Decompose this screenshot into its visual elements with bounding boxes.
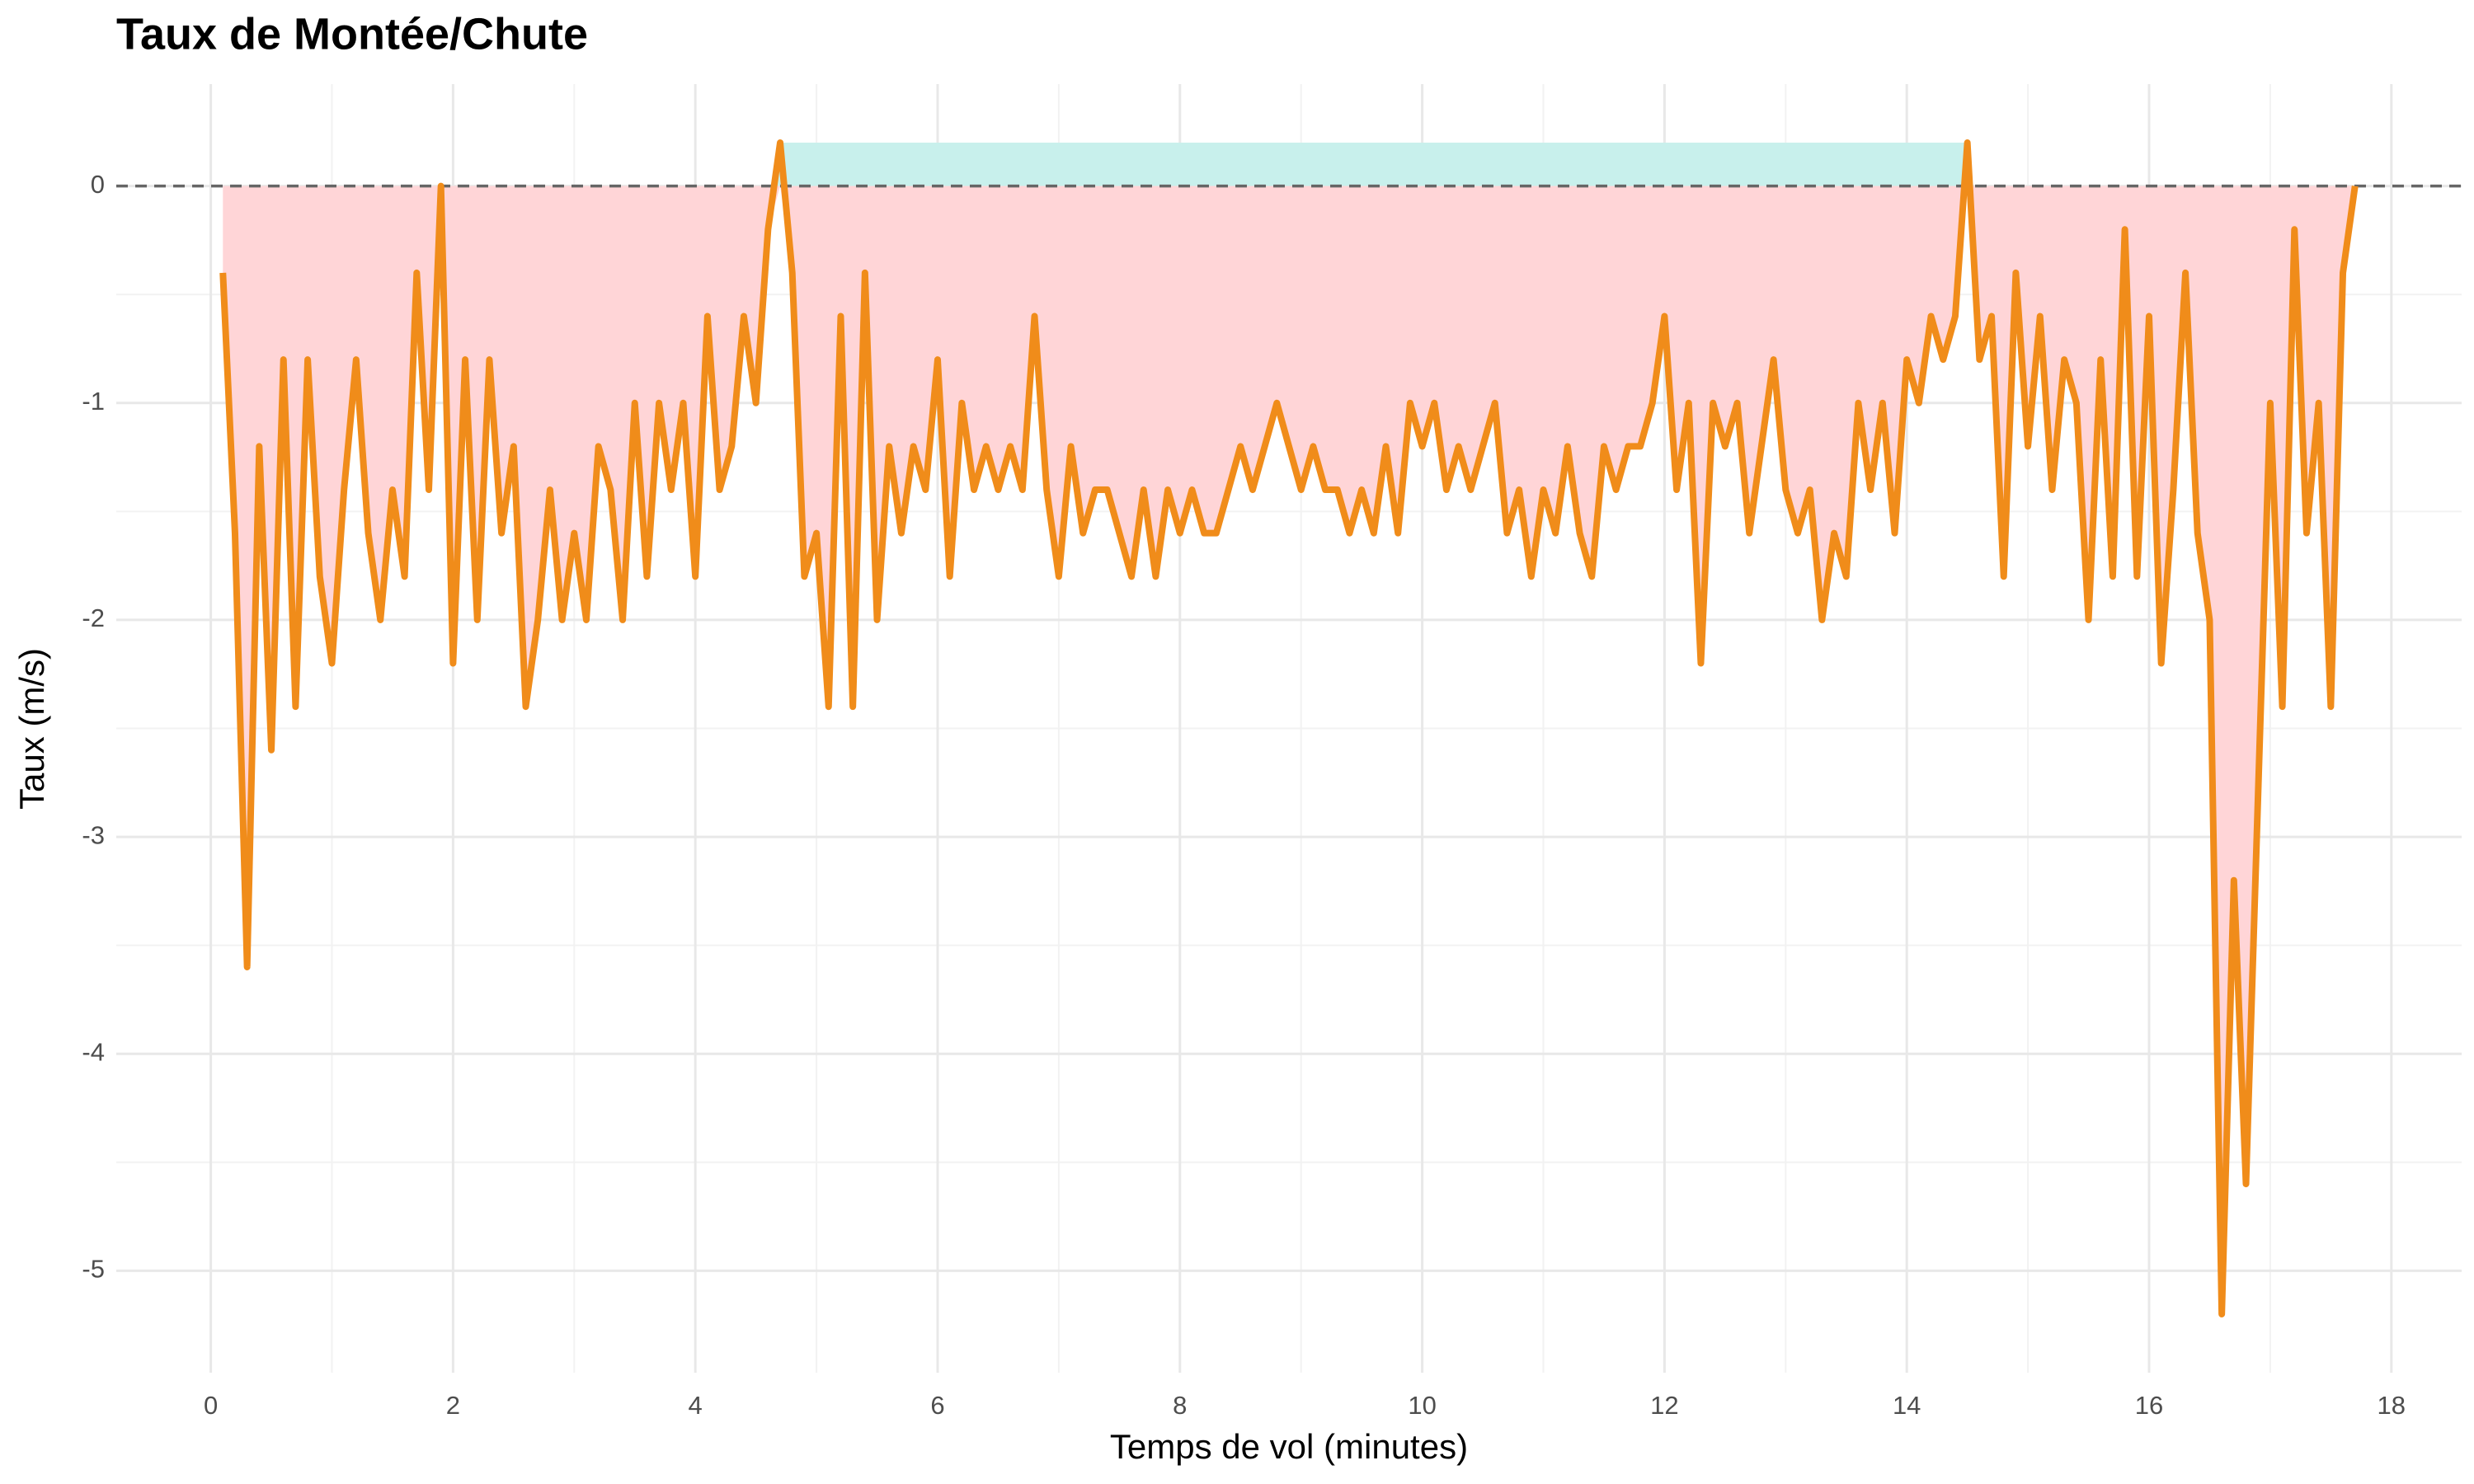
highlight-band — [778, 143, 1968, 186]
y-tick-label: -4 — [82, 1037, 105, 1066]
x-tick-label: 18 — [2378, 1391, 2406, 1420]
x-tick-label: 2 — [446, 1391, 460, 1420]
y-tick-label: -3 — [82, 820, 105, 849]
y-axis-title: Taux (m/s) — [12, 648, 51, 810]
x-tick-label: 6 — [930, 1391, 944, 1420]
x-tick-label: 14 — [1893, 1391, 1921, 1420]
x-tick-label: 4 — [689, 1391, 703, 1420]
y-tick-label: 0 — [91, 170, 105, 199]
line — [219, 139, 2359, 1317]
y-tick-label: -2 — [82, 603, 105, 632]
chart-title: Taux de Montée/Chute — [116, 9, 588, 59]
x-tick-label: 16 — [2135, 1391, 2163, 1420]
x-tick-label: 12 — [1650, 1391, 1678, 1420]
y-tick-label: -1 — [82, 387, 105, 416]
x-tick-label: 0 — [204, 1391, 218, 1420]
x-axis-title: Temps de vol (minutes) — [1110, 1427, 1468, 1466]
negative-area — [223, 186, 2355, 1314]
y-tick-label: -5 — [82, 1255, 105, 1284]
x-tick-label: 8 — [1173, 1391, 1187, 1420]
x-tick-label: 10 — [1408, 1391, 1436, 1420]
